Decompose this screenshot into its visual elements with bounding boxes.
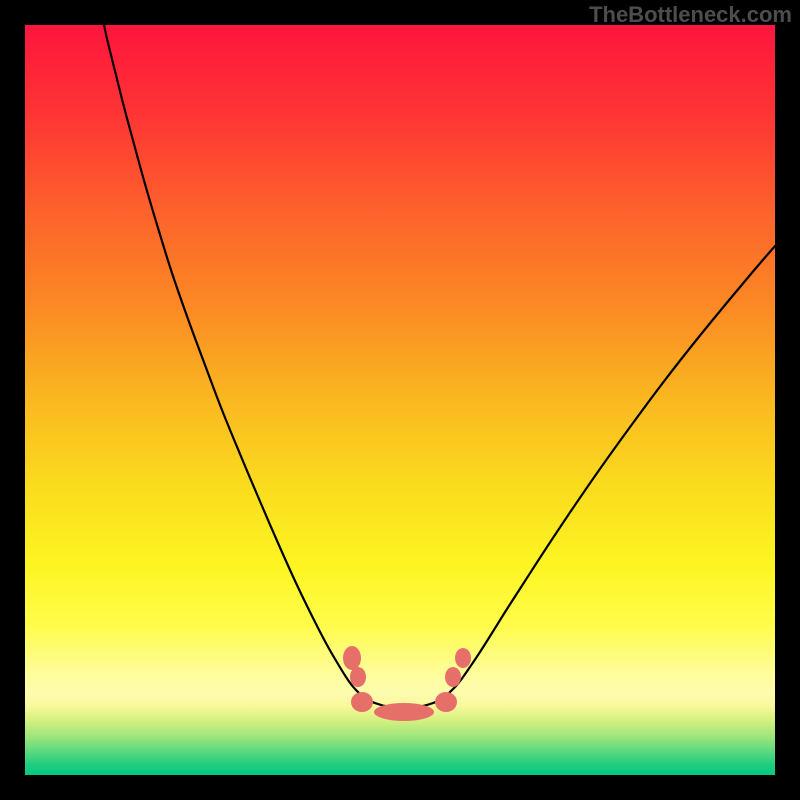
data-dot-5 [445, 667, 461, 687]
data-dot-6 [455, 648, 471, 668]
data-dot-4 [435, 692, 457, 712]
data-dot-2 [351, 692, 373, 712]
data-dot-3 [374, 703, 434, 721]
curve-left [104, 25, 357, 691]
data-dot-1 [350, 667, 366, 687]
curve-right [451, 246, 775, 691]
data-dot-0 [343, 646, 361, 670]
chart-overlay [0, 0, 800, 800]
watermark-label: TheBottleneck.com [589, 2, 792, 28]
